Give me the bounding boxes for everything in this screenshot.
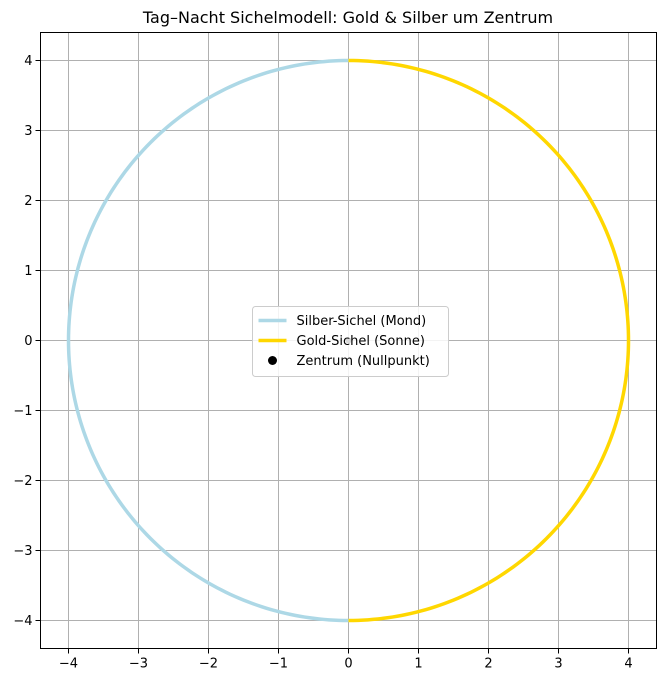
legend: Silber-Sichel (Mond) Gold-Sichel (Sonne) Z… — [252, 306, 449, 377]
legend-label: Gold-Sichel (Sonne) — [297, 334, 425, 349]
y-tick-label: −2 — [13, 474, 32, 489]
legend-label: Zentrum (Nullpunkt) — [297, 354, 430, 369]
x-tick-label: −4 — [59, 657, 78, 672]
x-axis: −4 −3 −2 −1 0 1 2 3 4 — [59, 648, 633, 672]
legend-marker — [268, 356, 277, 365]
y-tick-label: −1 — [13, 404, 32, 419]
y-tick-label: 3 — [24, 124, 32, 139]
y-axis: −4 −3 −2 −1 0 1 2 3 4 — [13, 54, 41, 629]
legend-label: Silber-Sichel (Mond) — [297, 314, 427, 329]
chart-title: Tag–Nacht Sichelmodell: Gold & Silber um… — [142, 8, 553, 27]
series-arc — [348, 58, 631, 623]
x-tick-label: −3 — [129, 657, 148, 672]
y-tick-label: −4 — [13, 614, 32, 629]
legend-box — [252, 306, 449, 377]
x-tick-label: 1 — [414, 657, 422, 672]
y-tick-label: 0 — [24, 334, 32, 349]
y-tick-label: −3 — [13, 544, 32, 559]
y-tick-label: 4 — [24, 54, 32, 69]
y-tick-label: 2 — [24, 194, 32, 209]
x-tick-label: 3 — [554, 657, 562, 672]
x-tick-label: −2 — [199, 657, 218, 672]
x-tick-label: 2 — [484, 657, 492, 672]
x-tick-label: 4 — [624, 657, 632, 672]
x-tick-label: −1 — [269, 657, 288, 672]
x-tick-label: 0 — [344, 657, 352, 672]
series-arc — [66, 58, 349, 623]
y-tick-label: 1 — [24, 264, 32, 279]
